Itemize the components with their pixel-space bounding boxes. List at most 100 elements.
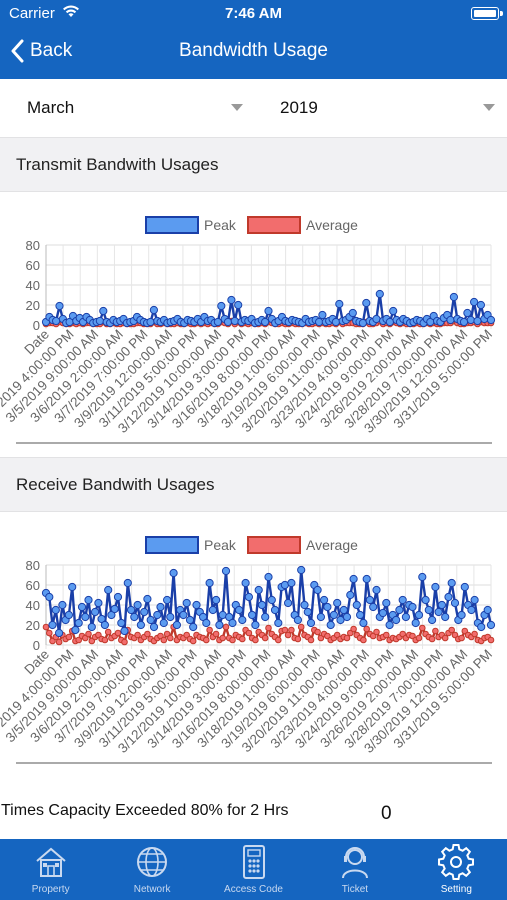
data-point-peak [227,295,236,305]
legend-label: Peak [204,217,237,233]
tab-property[interactable]: Property [0,839,101,900]
data-point-peak [217,301,226,311]
data-point-peak [64,610,74,620]
data-point-peak [313,585,322,595]
data-point-peak [270,605,280,615]
data-point-average [419,624,426,632]
data-point-peak [392,615,401,625]
tab-network[interactable]: Network [101,839,202,900]
data-point-peak [431,582,440,592]
clock: 7:46 AM [225,5,282,22]
data-point-peak [444,592,453,602]
y-tick-label: 0 [33,318,40,333]
data-point-peak [359,618,368,628]
capacity-value: 0 [381,803,392,824]
data-point-peak [467,605,476,615]
data-point-peak [223,317,233,327]
tab-ticket[interactable]: Ticket [304,839,405,900]
data-point-average [373,628,380,636]
data-point-peak [378,608,388,618]
data-point-peak [213,317,222,327]
data-point-peak [68,582,77,592]
tab-setting[interactable]: Setting [406,839,507,900]
data-point-peak [172,620,181,630]
data-point-average [245,629,253,637]
year-select[interactable]: 2019 [280,91,495,125]
data-point-peak [284,598,293,608]
data-point-average [458,634,465,642]
data-point-peak [140,607,149,617]
data-point-average [144,630,151,638]
data-point-peak [104,585,113,595]
data-point-peak [297,565,306,575]
data-point-peak [449,292,458,302]
data-point-peak [414,610,424,620]
tab-bar: Property Network Access Code Ticket [0,839,507,900]
data-point-peak [230,316,239,326]
data-point-peak [149,305,158,315]
legend-label: Peak [204,537,237,553]
data-point-peak [318,310,327,320]
month-select[interactable]: March [27,91,243,125]
navigation-bar: Carrier 7:46 AM Back Bandwidth Usage [0,0,507,79]
data-point-peak [441,612,450,622]
data-point-average [415,634,423,642]
capacity-row: Times Capacity Exceeded 80% for 2 Hrs 0 [0,794,507,838]
data-point-peak [81,612,90,622]
data-point-peak [352,600,361,610]
data-point-peak [182,598,191,608]
data-point-peak [51,605,60,615]
data-point-average [343,634,351,642]
legend-swatch [247,216,301,234]
data-point-peak [349,574,358,584]
data-point-peak [428,615,437,625]
data-point-peak [287,578,296,588]
data-point-peak [153,610,162,620]
data-point-average [307,636,315,644]
tab-access-code[interactable]: Access Code [203,839,304,900]
data-point-average [65,633,73,641]
data-point-average [281,626,289,634]
data-point-peak [146,317,155,327]
data-point-peak [303,607,312,617]
data-point-peak [248,610,257,620]
data-point-average [363,625,371,633]
y-tick-label: 60 [26,258,40,273]
data-point-peak [257,600,267,610]
capacity-label: Times Capacity Exceeded 80% for 2 Hrs [1,802,289,819]
status-bar: Carrier 7:46 AM [0,0,507,28]
data-point-average [265,624,272,632]
data-point-peak [215,620,224,630]
data-point-peak [189,622,198,632]
data-point-peak [74,618,83,628]
data-point-peak [348,308,357,318]
data-point-peak [267,595,276,605]
carrier-label: Carrier [9,5,55,22]
data-point-peak [99,306,108,316]
data-point-peak [100,620,110,630]
gear-icon [438,844,475,880]
data-point-peak [369,602,378,612]
tab-label: Network [133,884,171,895]
data-point-average [85,630,92,638]
data-point-average [252,636,259,644]
y-tick-label: 20 [26,618,40,633]
data-point-peak [356,610,365,620]
data-point-peak [95,316,105,326]
legend-swatch [247,536,301,554]
y-tick-label: 80 [26,558,40,573]
y-tick-label: 40 [26,278,40,293]
data-point-peak [205,578,214,588]
data-point-peak [335,299,344,309]
data-point-peak [149,622,159,632]
back-button[interactable]: Back [10,36,72,66]
house-icon [36,847,66,877]
data-point-peak [477,622,486,632]
data-point-peak [372,585,381,595]
data-point-peak [446,315,455,325]
data-point-average [42,623,50,631]
data-point-average [160,636,168,644]
data-point-average [261,634,269,642]
data-point-peak [470,297,479,307]
